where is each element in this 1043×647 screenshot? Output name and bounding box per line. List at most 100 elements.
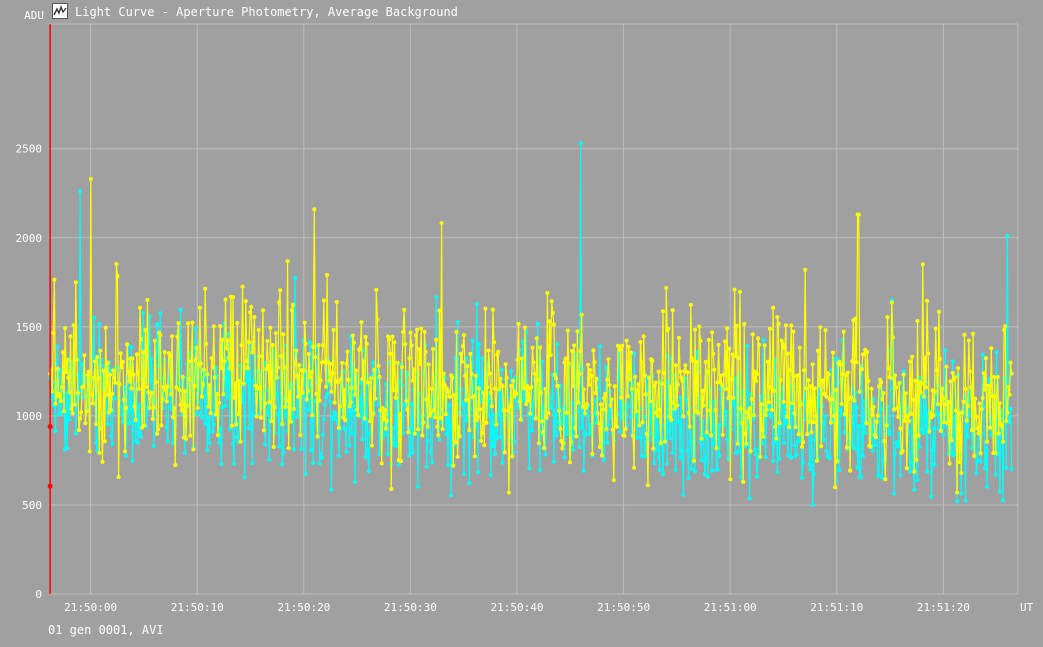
data-point [933, 326, 938, 331]
data-point [188, 433, 193, 438]
data-point [896, 440, 901, 444]
data-point [207, 383, 212, 388]
data-point [939, 428, 943, 433]
data-point [496, 349, 501, 354]
data-point [336, 425, 341, 430]
data-point [926, 351, 931, 356]
data-point [819, 444, 824, 449]
data-point [403, 342, 408, 346]
data-point [898, 426, 903, 431]
data-point [839, 412, 844, 417]
data-point [714, 446, 719, 451]
data-point [894, 385, 899, 390]
data-point [810, 362, 815, 367]
data-point [210, 429, 215, 434]
data-point [82, 353, 87, 358]
data-point [855, 465, 860, 470]
data-point [138, 305, 142, 310]
data-point [874, 419, 879, 424]
data-point [324, 384, 329, 389]
series-line [49, 178, 1013, 493]
time-cursor[interactable] [47, 24, 53, 594]
data-point [375, 317, 380, 322]
data-point [418, 421, 423, 426]
data-point [286, 446, 291, 450]
data-point [308, 340, 312, 345]
data-point [358, 346, 363, 351]
data-point [317, 398, 322, 403]
data-point [377, 374, 382, 379]
data-point [256, 328, 261, 332]
data-point [517, 399, 522, 404]
data-point [86, 369, 91, 374]
data-point [465, 418, 470, 423]
data-point [343, 427, 348, 432]
data-point [702, 472, 707, 477]
data-point [563, 356, 568, 361]
y-tick-label: 0 [35, 588, 42, 601]
data-point [979, 407, 984, 411]
data-point [530, 345, 535, 350]
data-point [477, 386, 481, 391]
data-point [412, 431, 417, 436]
y-tick-label: 2500 [16, 143, 43, 156]
data-point [523, 325, 527, 330]
data-point [158, 333, 163, 338]
data-point [772, 440, 777, 445]
data-point [267, 457, 272, 462]
data-point [620, 343, 625, 348]
data-point [281, 450, 286, 455]
data-point [548, 353, 553, 357]
data-point [226, 356, 231, 361]
data-point [901, 372, 906, 377]
data-point [200, 415, 204, 420]
data-point [289, 308, 294, 313]
data-point [110, 391, 115, 396]
data-point [182, 389, 187, 394]
data-point [832, 413, 837, 418]
data-point [198, 361, 203, 366]
data-point [533, 416, 538, 421]
data-point [588, 423, 593, 427]
data-point [494, 422, 499, 427]
data-point [821, 437, 826, 442]
data-point [970, 445, 974, 450]
data-point [116, 475, 121, 479]
data-point [595, 411, 600, 416]
data-point [418, 362, 423, 366]
data-point [826, 372, 831, 377]
data-point [650, 358, 655, 363]
data-point [628, 350, 633, 355]
data-point [729, 377, 734, 382]
data-point [726, 396, 731, 400]
data-point [171, 440, 176, 445]
data-point [112, 396, 117, 401]
data-point [703, 360, 708, 364]
data-point [488, 473, 493, 478]
data-point [129, 345, 134, 350]
data-point [526, 398, 531, 403]
data-point [871, 397, 876, 402]
data-point [637, 423, 642, 428]
data-point [716, 423, 721, 428]
x-axis-label: UT [1020, 601, 1034, 614]
data-point [347, 404, 352, 409]
data-point [195, 405, 200, 410]
data-point [674, 403, 679, 408]
data-point [66, 375, 71, 380]
data-point [89, 392, 94, 397]
data-point [687, 424, 692, 429]
data-point [352, 392, 357, 397]
data-point [701, 433, 706, 438]
data-point [351, 409, 356, 414]
data-point [336, 454, 341, 459]
data-point [320, 343, 325, 348]
data-point [57, 394, 62, 399]
data-point [686, 476, 691, 481]
data-point [133, 418, 138, 422]
data-point [518, 417, 523, 422]
data-point [332, 400, 337, 405]
data-point [246, 366, 250, 371]
data-point [436, 433, 441, 438]
y-axis-label: ADU [24, 9, 44, 22]
